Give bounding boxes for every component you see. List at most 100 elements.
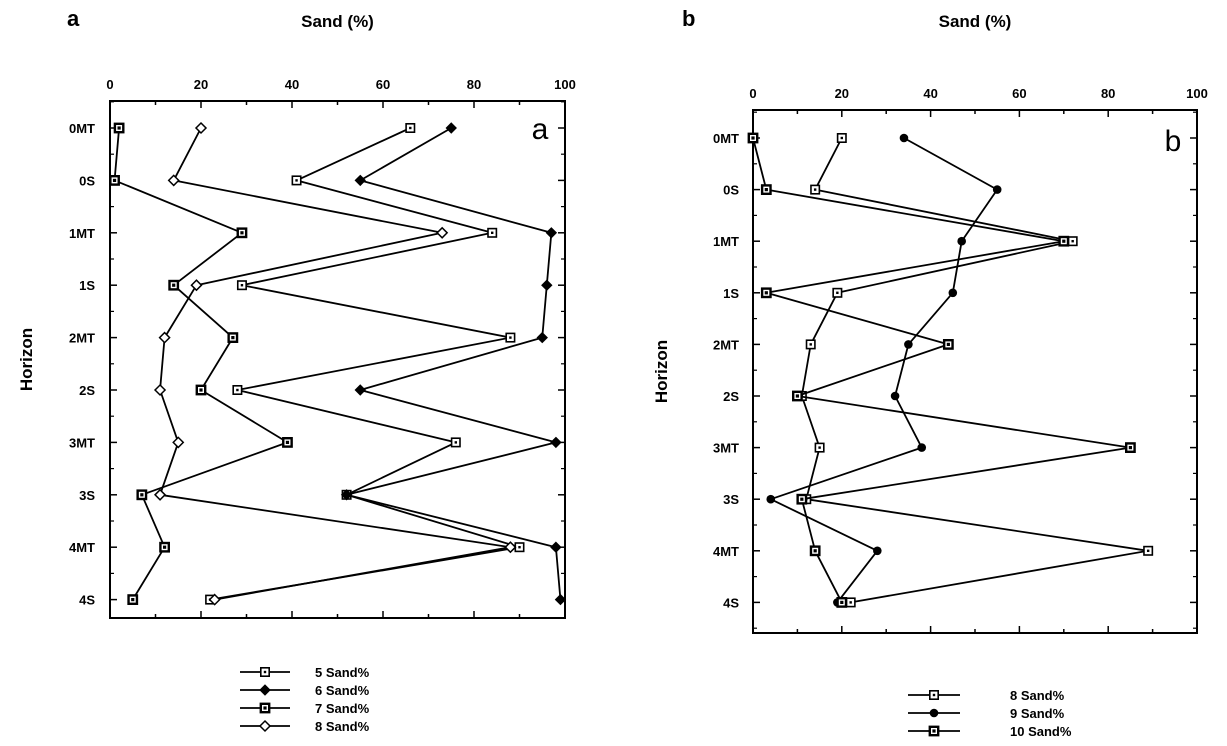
x-axis-title: Sand (%)	[939, 12, 1012, 31]
data-point-center	[231, 336, 235, 340]
data-point	[554, 593, 567, 606]
data-point-center	[813, 188, 817, 191]
series-3	[747, 132, 1136, 608]
data-point	[208, 593, 221, 606]
y-axis-title: Horizon	[652, 340, 671, 403]
data-point	[992, 185, 1002, 194]
legend-entry: 5 Sand%	[240, 665, 370, 680]
series-line	[159, 127, 512, 601]
data-point-center	[131, 598, 135, 602]
y-tick-label: 1MT	[69, 226, 95, 241]
legend-label: 5 Sand%	[315, 665, 370, 680]
x-tick-label: 40	[923, 86, 937, 101]
y-axis-title: Horizon	[17, 328, 36, 391]
data-point	[153, 383, 167, 397]
data-point-center	[491, 231, 494, 234]
y-tick-label: 2MT	[69, 331, 95, 346]
data-point	[904, 340, 913, 349]
data-point	[340, 489, 353, 501]
data-point	[899, 133, 909, 143]
x-tick-label: 100	[1186, 86, 1208, 101]
data-point	[190, 279, 203, 292]
series-line	[752, 137, 1132, 603]
data-point	[541, 279, 553, 291]
x-tick-label: 20	[835, 86, 849, 101]
y-tick-label: 1MT	[713, 234, 739, 249]
data-point-center	[809, 343, 812, 346]
data-point-center	[795, 394, 799, 398]
data-point	[948, 288, 958, 298]
data-point	[766, 494, 776, 504]
data-point-center	[840, 600, 844, 604]
y-tick-label: 3S	[79, 488, 95, 503]
legend-label: 8 Sand%	[1010, 688, 1065, 703]
series-line	[113, 127, 289, 601]
y-tick-label: 2S	[723, 389, 739, 404]
data-point	[436, 226, 449, 239]
y-tick-label: 0MT	[713, 131, 739, 146]
legend-entry: 7 Sand%	[240, 701, 370, 716]
series-line	[769, 137, 999, 603]
series-2	[766, 133, 1002, 607]
legend-label: 6 Sand%	[315, 683, 370, 698]
panel-label: a	[67, 6, 80, 31]
y-tick-label: 0MT	[69, 121, 95, 136]
legend-marker-center	[263, 670, 267, 674]
legend-label: 9 Sand%	[1010, 706, 1065, 721]
data-point-center	[849, 601, 852, 604]
data-point-center	[163, 545, 167, 549]
data-point-center	[117, 126, 121, 130]
data-point-center	[1128, 446, 1132, 450]
data-point	[158, 331, 171, 344]
data-point	[917, 443, 927, 452]
y-tick-label: 4S	[79, 593, 95, 608]
y-tick-label: 3MT	[69, 435, 95, 450]
legend-marker	[259, 684, 271, 696]
data-point-center	[240, 284, 244, 287]
data-point-center	[836, 291, 839, 294]
data-point	[354, 384, 366, 396]
legend-label: 8 Sand%	[315, 719, 370, 734]
data-point-center	[818, 446, 821, 449]
data-point	[545, 227, 558, 239]
y-tick-label: 4MT	[69, 540, 95, 555]
data-point-center	[112, 178, 117, 182]
series-line	[209, 127, 521, 601]
data-point	[873, 546, 882, 556]
legend-entry: 8 Sand%	[240, 719, 370, 734]
data-point-center	[813, 549, 817, 553]
data-point-center	[764, 188, 768, 192]
y-tick-label: 3S	[723, 492, 739, 507]
data-point-center	[1071, 240, 1074, 243]
x-tick-label: 80	[467, 77, 481, 92]
x-tick-label: 100	[554, 77, 576, 92]
data-point	[890, 391, 900, 401]
x-tick-label: 60	[1012, 86, 1026, 101]
y-tick-label: 4MT	[713, 544, 739, 559]
data-point	[536, 331, 548, 344]
x-tick-label: 60	[376, 77, 390, 92]
y-tick-label: 3MT	[713, 441, 739, 456]
data-point-center	[199, 388, 203, 392]
series-3	[109, 122, 293, 606]
data-point	[167, 174, 180, 187]
legend-marker-center	[263, 706, 267, 710]
data-point	[550, 541, 562, 553]
data-point-center	[840, 136, 843, 140]
data-point	[504, 541, 517, 554]
data-point	[172, 436, 185, 449]
y-tick-label: 1S	[723, 286, 739, 301]
legend-entry: 10 Sand%	[908, 724, 1072, 739]
data-point-center	[751, 136, 755, 140]
y-tick-label: 4S	[723, 595, 739, 610]
series-2	[340, 122, 567, 606]
y-tick-label: 0S	[79, 173, 95, 188]
series-1	[796, 133, 1154, 608]
data-point-center	[295, 179, 298, 182]
data-point-center	[240, 231, 244, 235]
legend-entry: 8 Sand%	[908, 688, 1065, 703]
data-point	[194, 121, 208, 135]
legend-marker	[929, 708, 939, 718]
data-point	[957, 236, 966, 246]
